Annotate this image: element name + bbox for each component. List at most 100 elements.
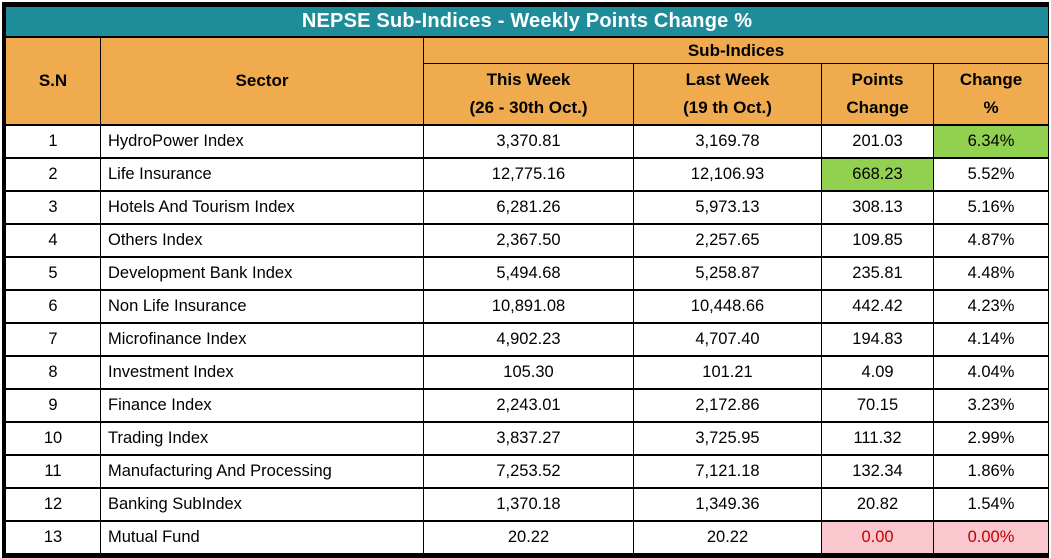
cell-points-change: 668.23: [821, 157, 934, 192]
col-header-points-change-line1: Points: [851, 70, 904, 89]
col-header-change-pct-line1: Change: [959, 70, 1023, 89]
table-row: 3 Hotels And Tourism Index 6,281.26 5,97…: [5, 190, 1050, 225]
cell-this-week: 1,370.18: [423, 487, 634, 522]
cell-sn: 1: [5, 124, 101, 159]
cell-sector: Banking SubIndex: [100, 487, 424, 522]
cell-this-week: 4,902.23: [423, 322, 634, 357]
cell-points-change: 235.81: [821, 256, 934, 291]
cell-sector: HydroPower Index: [100, 124, 424, 159]
cell-sector: Life Insurance: [100, 157, 424, 192]
data-table: NEPSE Sub-Indices - Weekly Points Change…: [4, 5, 1050, 555]
table-row: 10 Trading Index 3,837.27 3,725.95 111.3…: [5, 421, 1050, 456]
cell-change-pct: 4.04%: [932, 355, 1050, 390]
cell-last-week: 1,349.36: [633, 487, 822, 522]
cell-sector: Manufacturing And Processing: [100, 454, 424, 489]
table-row: 11 Manufacturing And Processing 7,253.52…: [5, 454, 1050, 489]
header-columns-row: This Week (26 - 30th Oct.) Last Week (19…: [6, 63, 1050, 126]
col-header-this-week-line1: This Week: [486, 70, 571, 89]
cell-sector: Finance Index: [100, 388, 424, 423]
cell-points-change: 70.15: [821, 388, 934, 423]
cell-sn: 6: [5, 289, 101, 324]
cell-this-week: 3,370.81: [423, 124, 634, 159]
cell-this-week: 2,243.01: [423, 388, 634, 423]
cell-sn: 8: [5, 355, 101, 390]
cell-this-week: 105.30: [423, 355, 634, 390]
cell-sector: Microfinance Index: [100, 322, 424, 357]
table-row: 2 Life Insurance 12,775.16 12,106.93 668…: [5, 157, 1050, 192]
cell-sn: 7: [5, 322, 101, 357]
cell-sector: Hotels And Tourism Index: [100, 190, 424, 225]
cell-sn: 3: [5, 190, 101, 225]
cell-last-week: 2,172.86: [633, 388, 822, 423]
cell-this-week: 10,891.08: [423, 289, 634, 324]
cell-change-pct: 4.23%: [932, 289, 1050, 324]
cell-points-change: 109.85: [821, 223, 934, 258]
cell-sn: 13: [5, 520, 101, 555]
cell-this-week: 3,837.27: [423, 421, 634, 456]
cell-last-week: 5,973.13: [633, 190, 822, 225]
cell-points-change: 132.34: [821, 454, 934, 489]
cell-this-week: 2,367.50: [423, 223, 634, 258]
cell-this-week: 5,494.68: [423, 256, 634, 291]
cell-sn: 4: [5, 223, 101, 258]
cell-sector: Investment Index: [100, 355, 424, 390]
col-header-sn: S.N: [5, 36, 101, 126]
cell-change-pct: 0.00%: [932, 520, 1050, 555]
table-row: 1 HydroPower Index 3,370.81 3,169.78 201…: [5, 124, 1050, 159]
cell-change-pct: 3.23%: [932, 388, 1050, 423]
cell-change-pct: 6.34%: [932, 124, 1050, 159]
table-row: 9 Finance Index 2,243.01 2,172.86 70.15 …: [5, 388, 1050, 423]
table-row: 4 Others Index 2,367.50 2,257.65 109.85 …: [5, 223, 1050, 258]
cell-points-change: 194.83: [821, 322, 934, 357]
cell-this-week: 6,281.26: [423, 190, 634, 225]
header-group-row: S.N Sector Sub-Indices: [5, 36, 1050, 126]
cell-sn: 9: [5, 388, 101, 423]
cell-last-week: 7,121.18: [633, 454, 822, 489]
cell-points-change: 20.82: [821, 487, 934, 522]
cell-points-change: 4.09: [821, 355, 934, 390]
cell-sn: 2: [5, 157, 101, 192]
cell-last-week: 101.21: [633, 355, 822, 390]
cell-change-pct: 2.99%: [932, 421, 1050, 456]
cell-change-pct: 4.14%: [932, 322, 1050, 357]
col-header-last-week-line1: Last Week: [685, 70, 770, 89]
col-header-change-pct-line2: %: [983, 98, 999, 117]
cell-last-week: 5,258.87: [633, 256, 822, 291]
cell-this-week: 12,775.16: [423, 157, 634, 192]
col-header-change-pct: Change %: [932, 63, 1050, 126]
title-row: NEPSE Sub-Indices - Weekly Points Change…: [4, 5, 1050, 38]
cell-change-pct: 5.52%: [932, 157, 1050, 192]
cell-last-week: 2,257.65: [633, 223, 822, 258]
cell-last-week: 10,448.66: [633, 289, 822, 324]
cell-sn: 11: [5, 454, 101, 489]
cell-last-week: 3,169.78: [633, 124, 822, 159]
col-header-last-week-line2: (19 th Oct.): [683, 98, 772, 117]
table-row: 13 Mutual Fund 20.22 20.22 0.00 0.00%: [5, 520, 1050, 555]
cell-sector: Trading Index: [100, 421, 424, 456]
cell-last-week: 3,725.95: [633, 421, 822, 456]
cell-change-pct: 1.54%: [932, 487, 1050, 522]
table-title: NEPSE Sub-Indices - Weekly Points Change…: [4, 5, 1050, 38]
col-group-header-subindices: Sub-Indices: [422, 36, 1050, 64]
cell-sector: Non Life Insurance: [100, 289, 424, 324]
cell-sector: Development Bank Index: [100, 256, 424, 291]
cell-points-change: 201.03: [821, 124, 934, 159]
cell-this-week: 7,253.52: [423, 454, 634, 489]
cell-points-change: 0.00: [821, 520, 934, 555]
col-header-points-change-line2: Change: [846, 98, 909, 117]
table-row: 8 Investment Index 105.30 101.21 4.09 4.…: [5, 355, 1050, 390]
table-row: 12 Banking SubIndex 1,370.18 1,349.36 20…: [5, 487, 1050, 522]
cell-change-pct: 5.16%: [932, 190, 1050, 225]
cell-last-week: 20.22: [633, 520, 822, 555]
table-row: 6 Non Life Insurance 10,891.08 10,448.66…: [5, 289, 1050, 324]
col-header-last-week: Last Week (19 th Oct.): [633, 63, 822, 126]
cell-change-pct: 1.86%: [932, 454, 1050, 489]
cell-this-week: 20.22: [423, 520, 634, 555]
cell-sn: 5: [5, 256, 101, 291]
cell-change-pct: 4.48%: [932, 256, 1050, 291]
cell-points-change: 111.32: [821, 421, 934, 456]
col-header-this-week-line2: (26 - 30th Oct.): [469, 98, 588, 117]
table-body: 1 HydroPower Index 3,370.81 3,169.78 201…: [5, 124, 1050, 555]
cell-points-change: 442.42: [821, 289, 934, 324]
col-header-points-change: Points Change: [821, 63, 934, 126]
